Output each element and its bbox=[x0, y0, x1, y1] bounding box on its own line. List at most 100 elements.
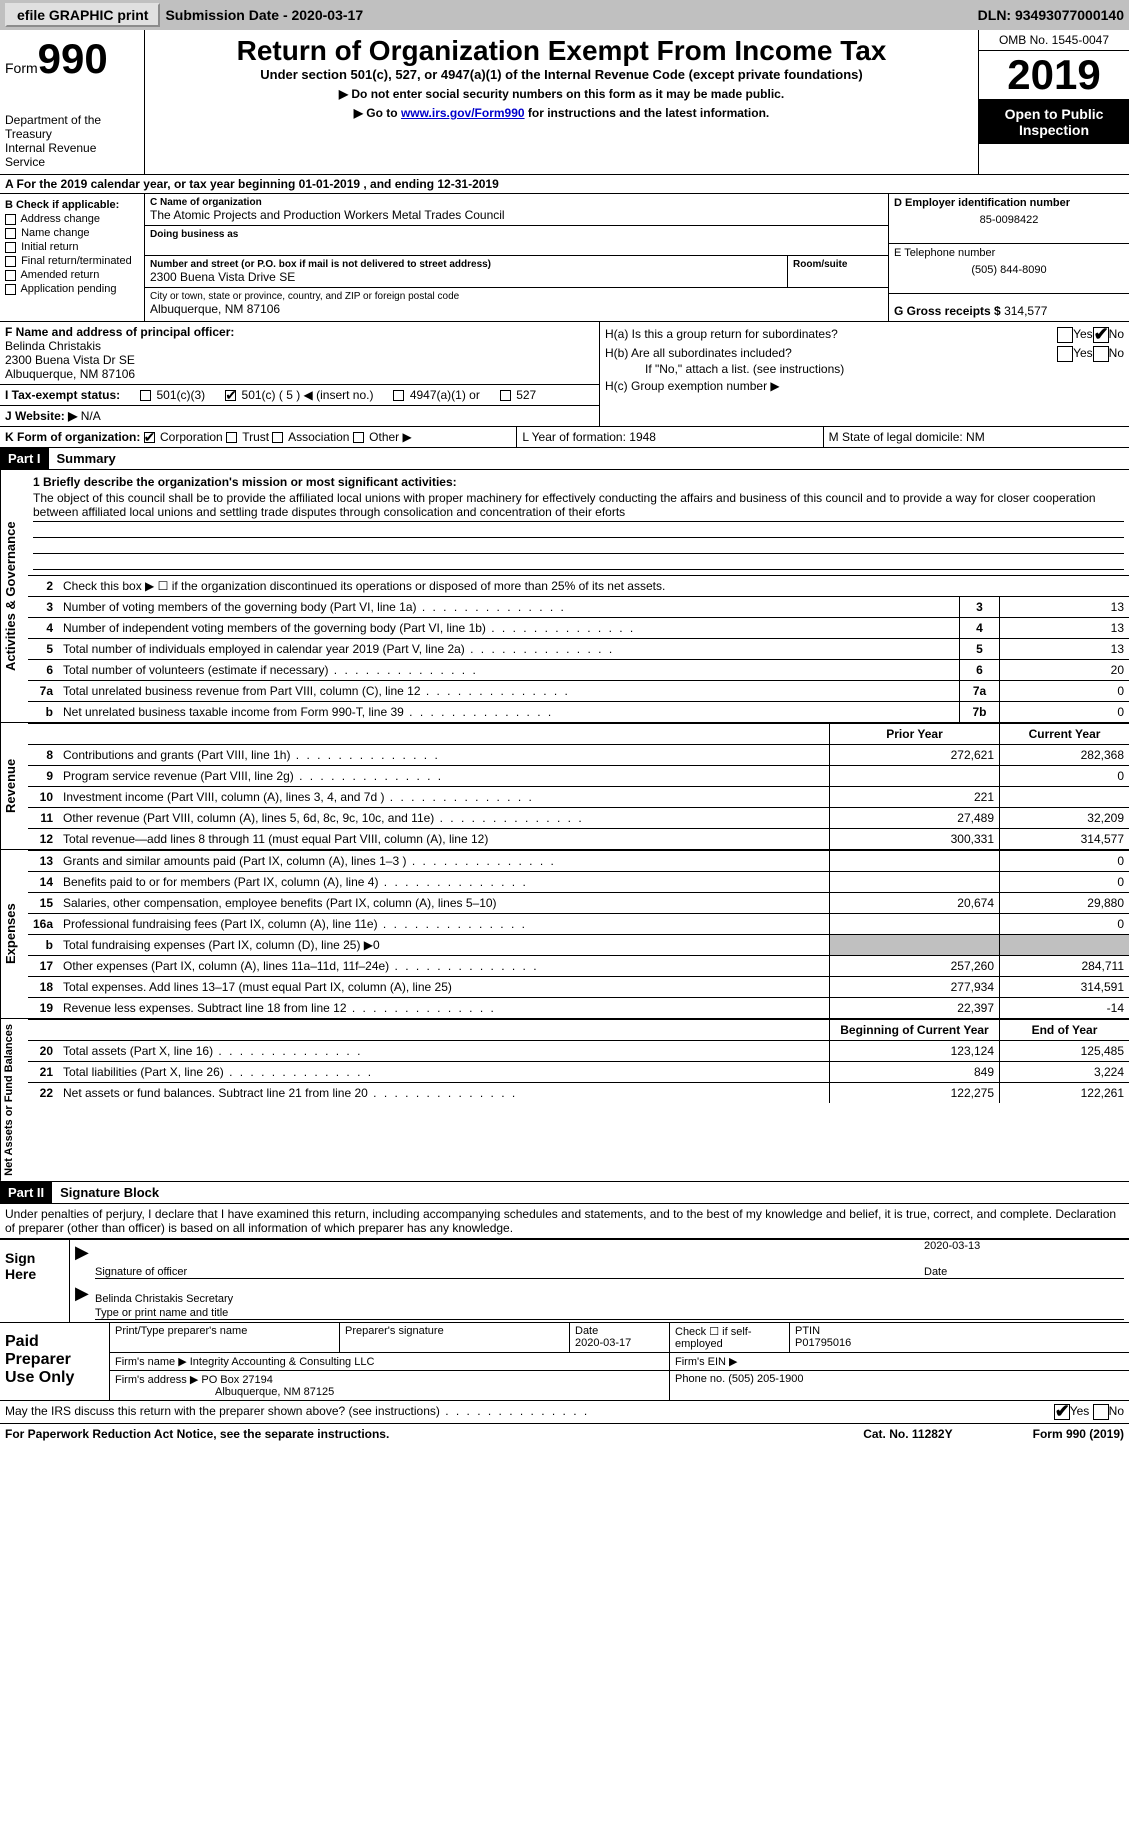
officer-label: F Name and address of principal officer: bbox=[5, 325, 234, 339]
officer-addr2: Albuquerque, NM 87106 bbox=[5, 367, 135, 381]
city-label: City or town, state or province, country… bbox=[150, 291, 883, 302]
cb-501c3[interactable] bbox=[140, 390, 151, 401]
form-org-label: K Form of organization: bbox=[5, 430, 140, 444]
org-name-label: C Name of organization bbox=[150, 197, 883, 208]
line-18: Total expenses. Add lines 13–17 (must eq… bbox=[58, 977, 829, 997]
cb-ha-yes[interactable] bbox=[1057, 327, 1073, 343]
prep-ptin: PTINP01795016 bbox=[790, 1323, 1129, 1352]
org-name: The Atomic Projects and Production Worke… bbox=[150, 208, 883, 222]
cb-ha-no[interactable] bbox=[1093, 327, 1109, 343]
cb-amended[interactable] bbox=[5, 270, 16, 281]
line-8: Contributions and grants (Part VIII, lin… bbox=[58, 745, 829, 765]
signature-block: Under penalties of perjury, I declare th… bbox=[0, 1204, 1129, 1323]
cb-501c[interactable] bbox=[225, 390, 236, 401]
form-number: Form990 bbox=[5, 35, 139, 83]
cb-address-change[interactable] bbox=[5, 214, 16, 225]
efile-button[interactable]: efile GRAPHIC print bbox=[5, 3, 160, 27]
line-21: Total liabilities (Part X, line 26) bbox=[58, 1062, 829, 1082]
footer-mid: Cat. No. 11282Y bbox=[863, 1427, 952, 1441]
row-klm: K Form of organization: Corporation Trus… bbox=[0, 427, 1129, 448]
submission-date: Submission Date - 2020-03-17 bbox=[165, 7, 363, 23]
ha-label: H(a) Is this a group return for subordin… bbox=[605, 327, 1057, 343]
room-label: Room/suite bbox=[793, 259, 883, 270]
cb-trust[interactable] bbox=[226, 432, 237, 443]
cb-hb-yes[interactable] bbox=[1057, 346, 1073, 362]
street-addr: 2300 Buena Vista Drive SE bbox=[150, 270, 782, 284]
line-2: Check this box ▶ ☐ if the organization d… bbox=[58, 576, 1129, 596]
website-label: J Website: ▶ bbox=[5, 409, 77, 423]
section-fgh: F Name and address of principal officer:… bbox=[0, 322, 1129, 427]
tel-label: E Telephone number bbox=[894, 247, 1124, 259]
part1-header: Part ISummary bbox=[0, 448, 1129, 470]
prep-name-hdr: Print/Type preparer's name bbox=[110, 1323, 340, 1352]
website-value: N/A bbox=[81, 409, 101, 423]
cb-app-pending[interactable] bbox=[5, 284, 16, 295]
line-19: Revenue less expenses. Subtract line 18 … bbox=[58, 998, 829, 1018]
section-bcd: B Check if applicable: Address change Na… bbox=[0, 194, 1129, 322]
dln-label: DLN: 93493077000140 bbox=[978, 7, 1124, 23]
preparer-label: Paid Preparer Use Only bbox=[0, 1323, 110, 1400]
line-6: Total number of volunteers (estimate if … bbox=[58, 660, 959, 680]
addr-label: Number and street (or P.O. box if mail i… bbox=[150, 259, 782, 270]
line-11: Other revenue (Part VIII, column (A), li… bbox=[58, 808, 829, 828]
col-c-org-info: C Name of organization The Atomic Projec… bbox=[145, 194, 889, 321]
line-14: Benefits paid to or for members (Part IX… bbox=[58, 872, 829, 892]
mission-label: 1 Briefly describe the organization's mi… bbox=[33, 475, 457, 489]
sign-here-label: Sign Here bbox=[0, 1240, 70, 1322]
firm-name: Firm's name ▶ Integrity Accounting & Con… bbox=[110, 1353, 670, 1370]
cb-name-change[interactable] bbox=[5, 228, 16, 239]
firm-addr: Firm's address ▶ PO Box 27194Albuquerque… bbox=[110, 1371, 670, 1400]
open-public-label: Open to Public Inspection bbox=[979, 100, 1129, 144]
footer-right: Form 990 (2019) bbox=[1033, 1427, 1124, 1441]
hb-label: H(b) Are all subordinates included? bbox=[605, 346, 1057, 362]
state-domicile: M State of legal domicile: NM bbox=[824, 427, 1129, 447]
hc-label: H(c) Group exemption number ▶ bbox=[605, 379, 1124, 393]
mission-text: The object of this council shall be to p… bbox=[33, 489, 1124, 522]
city-value: Albuquerque, NM 87106 bbox=[150, 302, 883, 316]
line-12: Total revenue—add lines 8 through 11 (mu… bbox=[58, 829, 829, 849]
gross-label: G Gross receipts $ bbox=[894, 304, 1001, 318]
line-4: Number of independent voting members of … bbox=[58, 618, 959, 638]
summary-net-assets: Net Assets or Fund Balances Beginning of… bbox=[0, 1019, 1129, 1182]
part2-header: Part IISignature Block bbox=[0, 1182, 1129, 1204]
cb-final-return[interactable] bbox=[5, 256, 16, 267]
omb-number: OMB No. 1545-0047 bbox=[979, 30, 1129, 51]
cb-4947[interactable] bbox=[393, 390, 404, 401]
line-20: Total assets (Part X, line 16) bbox=[58, 1041, 829, 1061]
line-7a: Total unrelated business revenue from Pa… bbox=[58, 681, 959, 701]
instr-2: ▶ Go to www.irs.gov/Form990 for instruct… bbox=[150, 106, 973, 120]
instr-link[interactable]: www.irs.gov/Form990 bbox=[401, 106, 525, 120]
year-formation: L Year of formation: 1948 bbox=[517, 427, 823, 447]
prep-sig-hdr: Preparer's signature bbox=[340, 1323, 570, 1352]
tab-net-assets: Net Assets or Fund Balances bbox=[0, 1019, 28, 1181]
cb-discuss-yes[interactable] bbox=[1054, 1404, 1070, 1420]
sig-date-line: 2020-03-13Date bbox=[924, 1242, 1124, 1279]
sig-name-title: Belinda Christakis SecretaryType or prin… bbox=[95, 1283, 1124, 1320]
discuss-row: May the IRS discuss this return with the… bbox=[0, 1401, 1129, 1424]
summary-revenue: Revenue Prior YearCurrent Year 8Contribu… bbox=[0, 723, 1129, 850]
col-b-checkboxes: B Check if applicable: Address change Na… bbox=[0, 194, 145, 321]
cb-other[interactable] bbox=[353, 432, 364, 443]
line-10: Investment income (Part VIII, column (A)… bbox=[58, 787, 829, 807]
ein-value: 85-0098422 bbox=[894, 214, 1124, 226]
line-3: Number of voting members of the governin… bbox=[58, 597, 959, 617]
line-17: Other expenses (Part IX, column (A), lin… bbox=[58, 956, 829, 976]
hb-note: If "No," attach a list. (see instruction… bbox=[605, 362, 1124, 376]
summary-expenses: Expenses 13Grants and similar amounts pa… bbox=[0, 850, 1129, 1019]
line-5: Total number of individuals employed in … bbox=[58, 639, 959, 659]
paid-preparer: Paid Preparer Use Only Print/Type prepar… bbox=[0, 1323, 1129, 1401]
cb-hb-no[interactable] bbox=[1093, 346, 1109, 362]
cb-initial-return[interactable] bbox=[5, 242, 16, 253]
prep-self-emp: Check ☐ if self-employed bbox=[670, 1323, 790, 1352]
cb-discuss-no[interactable] bbox=[1093, 1404, 1109, 1420]
tab-expenses: Expenses bbox=[0, 850, 28, 1018]
cb-assoc[interactable] bbox=[272, 432, 283, 443]
firm-ein: Firm's EIN ▶ bbox=[670, 1353, 1129, 1370]
summary-governance: Activities & Governance 1 Briefly descri… bbox=[0, 470, 1129, 723]
cb-corp[interactable] bbox=[144, 432, 155, 443]
footer-left: For Paperwork Reduction Act Notice, see … bbox=[5, 1427, 863, 1441]
line-22: Net assets or fund balances. Subtract li… bbox=[58, 1083, 829, 1103]
cb-527[interactable] bbox=[500, 390, 511, 401]
line-16a: Professional fundraising fees (Part IX, … bbox=[58, 914, 829, 934]
firm-phone: Phone no. (505) 205-1900 bbox=[670, 1371, 1129, 1400]
